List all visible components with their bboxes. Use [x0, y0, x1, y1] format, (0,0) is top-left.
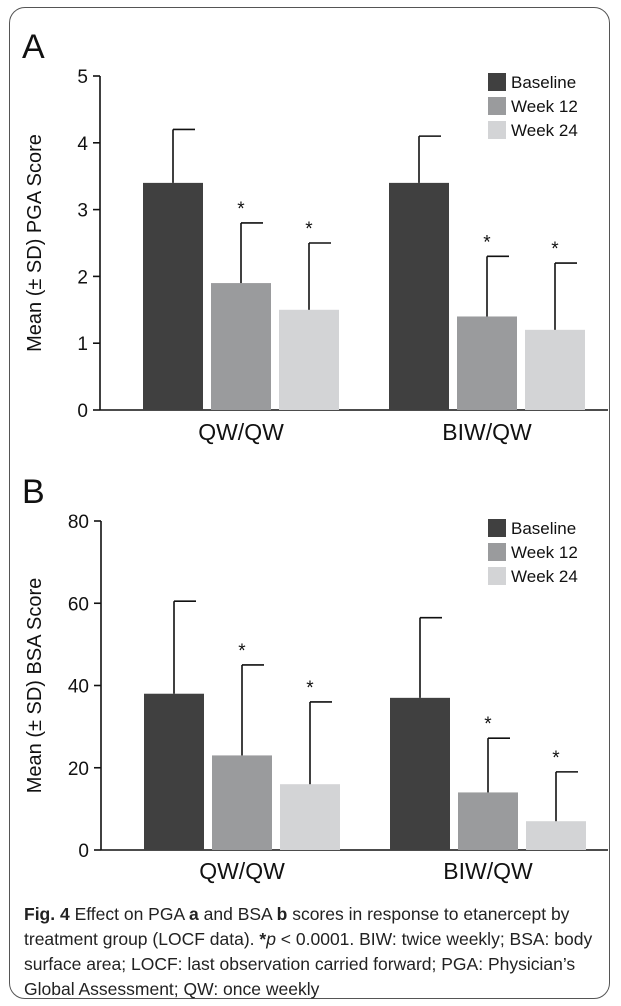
legend-swatch-0-0	[488, 73, 506, 91]
caption-panel-a: a	[189, 904, 199, 924]
caption-text-3: scores in response to etanercept by trea…	[24, 904, 575, 949]
y-tick-label: 4	[77, 134, 88, 155]
category-label-0-1: BIW/QW	[442, 419, 532, 445]
significance-marker: *	[483, 232, 491, 253]
category-label-0-0: QW/QW	[198, 419, 284, 445]
figure-caption: Fig. 4 Effect on PGA a and BSA b scores …	[24, 902, 599, 1002]
bar-0-1-1	[457, 316, 517, 410]
legend-label-1-0: Baseline	[511, 519, 576, 538]
legend-label-0-1: Week 12	[511, 97, 578, 116]
y-tick-label: 40	[68, 677, 89, 698]
caption-text-4: < 0.0001. BIW: twice weekly; BSA: body s…	[24, 929, 598, 999]
bar-0-0-1	[211, 283, 271, 410]
y-tick-label: 1	[77, 334, 88, 355]
figure-canvas: A 0 1 2 3 4 5 Mean (± SD) PGA Score * * QW/QW * * BIW…	[22, 28, 608, 884]
significance-marker: *	[237, 199, 245, 220]
bar-1-0-2	[280, 784, 340, 850]
y-tick-label: 0	[77, 401, 88, 422]
legend-swatch-1-0	[488, 519, 506, 537]
bar-1-0-1	[212, 755, 272, 850]
y-tick-label: 0	[78, 841, 89, 862]
bar-1-1-2	[526, 821, 586, 850]
legend-label-0-0: Baseline	[511, 73, 576, 92]
significance-marker: *	[306, 678, 314, 699]
caption-p-symbol: p	[266, 929, 276, 949]
legend-swatch-0-2	[488, 121, 506, 139]
category-label-1-0: QW/QW	[199, 858, 285, 884]
bar-0-0-2	[279, 309, 339, 410]
y-axis-title-1: Mean (± SD) BSA Score	[24, 578, 46, 794]
legend-swatch-0-1	[488, 97, 506, 115]
significance-marker: *	[551, 239, 559, 260]
caption-asterisk: *	[259, 929, 267, 949]
bar-0-1-2	[525, 329, 585, 410]
panel-label-0: A	[22, 28, 45, 66]
bar-1-1-1	[458, 792, 518, 850]
y-tick-label: 3	[77, 201, 88, 222]
legend-swatch-1-2	[488, 567, 506, 585]
y-tick-label: 80	[68, 512, 89, 533]
bar-1-1-0	[390, 697, 450, 850]
y-tick-label: 20	[68, 759, 89, 780]
panel-label-1: B	[22, 473, 45, 511]
significance-marker: *	[552, 748, 560, 769]
caption-text-1: Effect on PGA	[69, 904, 190, 924]
category-label-1-1: BIW/QW	[443, 858, 533, 884]
bar-0-1-0	[389, 182, 449, 410]
y-axis-title-0: Mean (± SD) PGA Score	[24, 134, 46, 352]
significance-marker: *	[238, 641, 246, 662]
significance-marker: *	[484, 714, 492, 735]
y-tick-label: 5	[77, 67, 88, 88]
bar-0-0-0	[143, 182, 203, 410]
legend-label-1-2: Week 24	[511, 567, 578, 586]
caption-panel-b: b	[276, 904, 288, 924]
legend-swatch-1-1	[488, 543, 506, 561]
y-tick-label: 60	[68, 594, 89, 615]
significance-marker: *	[305, 219, 313, 240]
caption-fig-label: Fig. 4	[24, 904, 70, 924]
bar-1-0-0	[144, 693, 204, 850]
legend-label-1-1: Week 12	[511, 543, 578, 562]
caption-text-2: and BSA	[198, 904, 277, 924]
legend-label-0-2: Week 24	[511, 121, 578, 140]
y-tick-label: 2	[77, 267, 88, 288]
